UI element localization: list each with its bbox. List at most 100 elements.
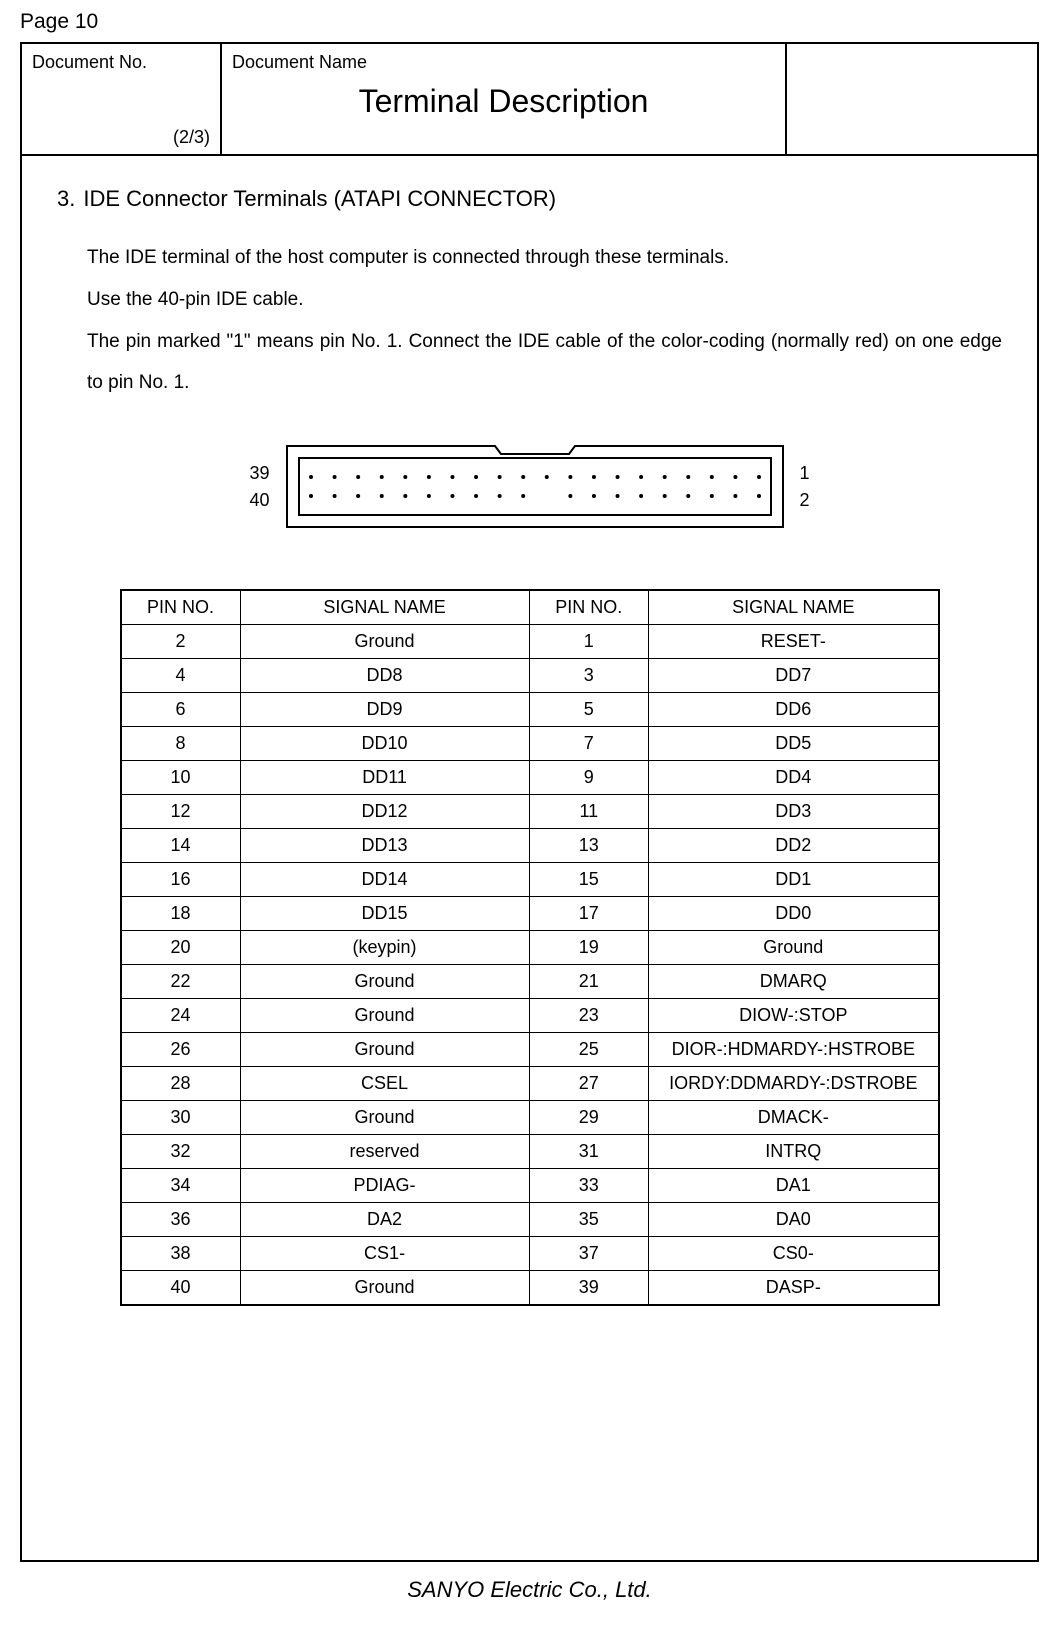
pin-no-cell: 10 — [121, 761, 241, 795]
signal-name-cell: DMARQ — [649, 965, 939, 999]
page-number-label: Page 10 — [20, 10, 1039, 34]
pin-no-cell: 25 — [529, 1033, 649, 1067]
pin-no-cell: 38 — [121, 1237, 241, 1271]
table-row: 38CS1-37CS0- — [121, 1237, 939, 1271]
pin-no-cell: 16 — [121, 863, 241, 897]
signal-name-cell: INTRQ — [649, 1135, 939, 1169]
pin-no-cell: 31 — [529, 1135, 649, 1169]
table-row: 6DD95DD6 — [121, 693, 939, 727]
table-header-row: PIN NO. SIGNAL NAME PIN NO. SIGNAL NAME — [121, 590, 939, 625]
table-row: 20(keypin)19Ground — [121, 931, 939, 965]
signal-name-cell: DD6 — [649, 693, 939, 727]
signal-name-cell: DMACK- — [649, 1101, 939, 1135]
pin-no-cell: 4 — [121, 659, 241, 693]
doc-no-cell: Document No. (2/3) — [22, 44, 222, 154]
signal-name-cell: DD14 — [240, 863, 529, 897]
signal-name-cell: RESET- — [649, 625, 939, 659]
page-frame: Document No. (2/3) Document Name Termina… — [20, 42, 1039, 1562]
table-row: 24Ground23DIOW-:STOP — [121, 999, 939, 1033]
pin-no-cell: 39 — [529, 1271, 649, 1306]
signal-name-cell: IORDY:DDMARDY-:DSTROBE — [649, 1067, 939, 1101]
table-row: 30Ground29DMACK- — [121, 1101, 939, 1135]
pin-no-cell: 21 — [529, 965, 649, 999]
pin-no-cell: 19 — [529, 931, 649, 965]
pin-no-cell: 23 — [529, 999, 649, 1033]
doc-name-label: Document Name — [232, 52, 775, 73]
signal-name-cell: DD15 — [240, 897, 529, 931]
connector-left-labels: 39 40 — [249, 460, 269, 514]
pin-label-39: 39 — [249, 460, 269, 487]
section-number: 3. — [57, 186, 75, 212]
pin-no-cell: 27 — [529, 1067, 649, 1101]
table-row: 8DD107DD5 — [121, 727, 939, 761]
pin-no-cell: 20 — [121, 931, 241, 965]
pin-label-40: 40 — [249, 487, 269, 514]
table-row: 16DD1415DD1 — [121, 863, 939, 897]
signal-name-cell: Ground — [649, 931, 939, 965]
signal-name-cell: DA2 — [240, 1203, 529, 1237]
signal-name-cell: (keypin) — [240, 931, 529, 965]
footer-company: SANYO Electric Co., Ltd. — [20, 1577, 1039, 1603]
pin-no-cell: 22 — [121, 965, 241, 999]
table-row: 36DA235DA0 — [121, 1203, 939, 1237]
pin-no-cell: 34 — [121, 1169, 241, 1203]
connector-right-labels: 1 2 — [800, 460, 810, 514]
signal-name-cell: DD0 — [649, 897, 939, 931]
pin-no-cell: 15 — [529, 863, 649, 897]
signal-name-cell: DD3 — [649, 795, 939, 829]
pin-no-cell: 36 — [121, 1203, 241, 1237]
table-row: 10DD119DD4 — [121, 761, 939, 795]
pin-no-cell: 28 — [121, 1067, 241, 1101]
signal-name-cell: DD10 — [240, 727, 529, 761]
signal-name-cell: DA0 — [649, 1203, 939, 1237]
pin-label-1: 1 — [800, 460, 810, 487]
table-row: 2Ground1RESET- — [121, 625, 939, 659]
doc-name-cell: Document Name Terminal Description — [222, 44, 787, 154]
signal-name-cell: DIOW-:STOP — [649, 999, 939, 1033]
table-row: 12DD1211DD3 — [121, 795, 939, 829]
body-text: The IDE terminal of the host computer is… — [87, 237, 1002, 404]
table-row: 26Ground25DIOR-:HDMARDY-:HSTROBE — [121, 1033, 939, 1067]
pin-no-cell: 29 — [529, 1101, 649, 1135]
paragraph-1: The IDE terminal of the host computer is… — [87, 237, 1002, 279]
table-header-sig-b: SIGNAL NAME — [649, 590, 939, 625]
pin-no-cell: 18 — [121, 897, 241, 931]
table-row: 40Ground39DASP- — [121, 1271, 939, 1306]
signal-name-cell: DD7 — [649, 659, 939, 693]
connector-diagram: 39 40 1 2 — [57, 444, 1002, 529]
signal-name-cell: CS1- — [240, 1237, 529, 1271]
table-header-sig-a: SIGNAL NAME — [240, 590, 529, 625]
table-row: 14DD1313DD2 — [121, 829, 939, 863]
paragraph-3: The pin marked "1" means pin No. 1. Conn… — [87, 321, 1002, 405]
table-row: 32reserved31INTRQ — [121, 1135, 939, 1169]
pin-no-cell: 2 — [121, 625, 241, 659]
signal-name-cell: DD4 — [649, 761, 939, 795]
doc-no-label: Document No. — [32, 52, 210, 73]
signal-name-cell: CSEL — [240, 1067, 529, 1101]
pin-no-cell: 24 — [121, 999, 241, 1033]
signal-name-cell: Ground — [240, 999, 529, 1033]
pin-no-cell: 35 — [529, 1203, 649, 1237]
signal-name-cell: DD9 — [240, 693, 529, 727]
pin-no-cell: 13 — [529, 829, 649, 863]
signal-name-cell: DASP- — [649, 1271, 939, 1306]
pin-no-cell: 9 — [529, 761, 649, 795]
signal-name-cell: Ground — [240, 1271, 529, 1306]
pin-table: PIN NO. SIGNAL NAME PIN NO. SIGNAL NAME … — [120, 589, 940, 1306]
signal-name-cell: Ground — [240, 1101, 529, 1135]
pin-no-cell: 11 — [529, 795, 649, 829]
signal-name-cell: DD1 — [649, 863, 939, 897]
signal-name-cell: DD11 — [240, 761, 529, 795]
pin-no-cell: 30 — [121, 1101, 241, 1135]
table-row: 34PDIAG-33DA1 — [121, 1169, 939, 1203]
pin-no-cell: 8 — [121, 727, 241, 761]
pin-no-cell: 37 — [529, 1237, 649, 1271]
table-row: 18DD1517DD0 — [121, 897, 939, 931]
pin-no-cell: 6 — [121, 693, 241, 727]
signal-name-cell: reserved — [240, 1135, 529, 1169]
signal-name-cell: DIOR-:HDMARDY-:HSTROBE — [649, 1033, 939, 1067]
table-row: 22Ground21DMARQ — [121, 965, 939, 999]
pin-no-cell: 33 — [529, 1169, 649, 1203]
pin-table-wrap: PIN NO. SIGNAL NAME PIN NO. SIGNAL NAME … — [57, 589, 1002, 1306]
header-right-cell — [787, 44, 1037, 154]
